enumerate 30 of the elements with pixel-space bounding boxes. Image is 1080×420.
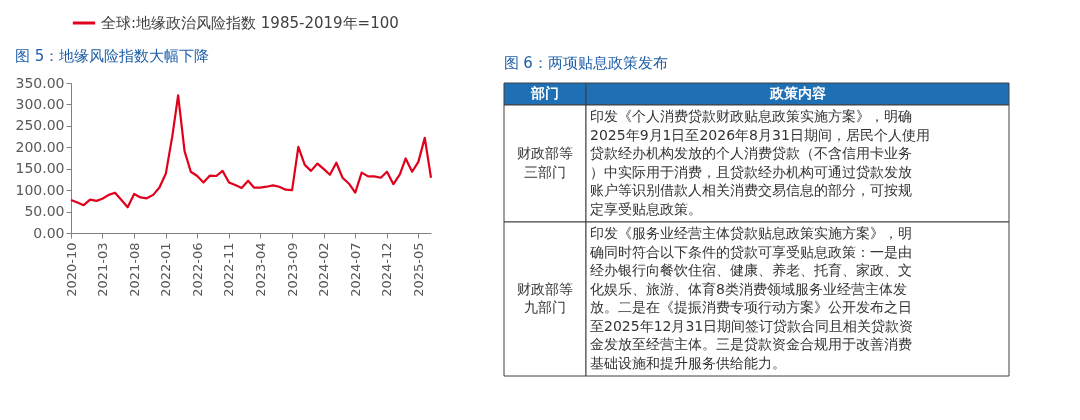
y-tick-label: 200.00 bbox=[15, 138, 65, 155]
y-tick-label: 50.00 bbox=[24, 203, 65, 220]
text: 部门 bbox=[530, 85, 559, 101]
legend-label: 全球:地缘政治风险指数 1985-2019年=100 bbox=[101, 14, 399, 32]
x-tick-label: 2022-06 bbox=[189, 242, 205, 297]
y-tick-label: 300.00 bbox=[15, 95, 65, 112]
line-series bbox=[69, 94, 433, 209]
x-tick-label: 2024-02 bbox=[316, 242, 332, 297]
x-tick-label: 2021-03 bbox=[94, 242, 110, 297]
text: 政策内容 bbox=[768, 85, 826, 101]
text: 财政部等三部门 bbox=[517, 145, 573, 180]
text: 印发《服务业经营主体贷款贴息政策实施方案》，明确同时符合以下条件的贷款可享受贴息政策：一是由经办银行向餐饮住宿、健康、养老、托育、家政、文化娱乐、旅游、体育8类消费领域服务业经营主体发放。二是在《提振消费专项行动方案》公开发布之日至2025年12月31日期间签订贷款合同且相关贷款资金发放至经营主体。三是贷款资金合规用于改善消费基础设施和提升服务供给能力。 bbox=[589, 225, 914, 371]
x-tick-label: 2024-12 bbox=[379, 242, 395, 297]
x-tick-label: 2022-01 bbox=[158, 242, 174, 297]
y-tick-label: 150.00 bbox=[15, 160, 65, 177]
text: 印发《个人消费贷款财政贴息政策实施方案》，明确2025年9月1日至2026年8月31日期间，居民个人使用贷款经办机构发放的个人消费贷款（不含信用卡业务）中实际用于消费，且贷款经办机构可通过贷款发放账户等识别借款人相关消费交易信息的部分，可按规定享受贴息政策。 bbox=[590, 108, 930, 217]
x-tick-label: 2022-11 bbox=[221, 242, 237, 297]
text: 图 6：两项贴息政策发布 bbox=[503, 53, 668, 72]
chart-title: 图 5：地缘风险指数大幅下降 bbox=[15, 47, 210, 65]
x-tick-label: 2020-10 bbox=[63, 242, 79, 297]
x-tick-label: 2023-09 bbox=[284, 242, 300, 297]
y-tick-label: 0.00 bbox=[33, 224, 65, 241]
y-tick-label: 350.00 bbox=[15, 74, 65, 91]
y-tick-label: 100.00 bbox=[15, 181, 65, 198]
text: 财政部等九部门 bbox=[517, 280, 573, 316]
x-tick-label: 2021-08 bbox=[126, 242, 142, 297]
x-tick-label: 2023-04 bbox=[252, 242, 268, 297]
x-tick-label: 2025-05 bbox=[410, 242, 426, 297]
x-tick-label: 2024-07 bbox=[347, 242, 363, 297]
y-tick-label: 250.00 bbox=[15, 117, 65, 134]
